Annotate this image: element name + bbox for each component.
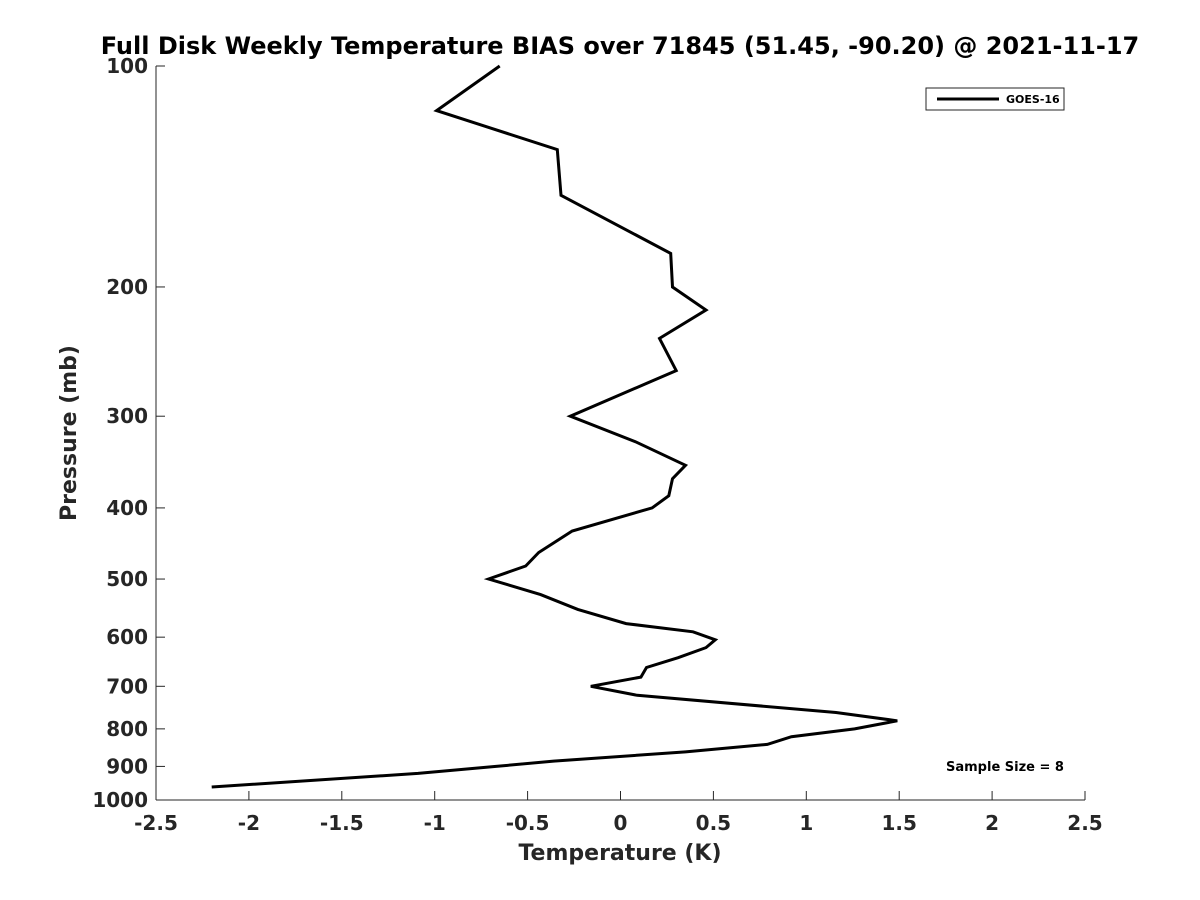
x-tick-label: 0.5 — [696, 811, 731, 835]
y-tick-label: 200 — [106, 275, 148, 299]
x-axis-label: Temperature (K) — [518, 841, 721, 866]
x-tick-label: 1 — [799, 811, 813, 835]
series-line-goes-16 — [211, 64, 898, 789]
y-tick-label: 100 — [106, 54, 148, 78]
y-tick-label: 700 — [106, 674, 148, 698]
x-tick-label: -1.5 — [320, 811, 364, 835]
x-axis-ticks: -2.5 -2 -1.5 -1 -0.5 0 0.5 1 1.5 2 2.5 — [134, 791, 1103, 835]
sample-size-annotation: Sample Size = 8 — [946, 760, 1064, 775]
y-tick-label: 400 — [106, 496, 148, 520]
y-tick-label: 900 — [106, 754, 148, 778]
y-tick-label: 600 — [106, 625, 148, 649]
x-tick-label: -2 — [238, 811, 260, 835]
chart-title: Full Disk Weekly Temperature BIAS over 7… — [101, 32, 1140, 60]
x-tick-label: -2.5 — [134, 811, 178, 835]
legend: GOES-16 — [925, 87, 1065, 111]
x-tick-label: 1.5 — [881, 811, 916, 835]
y-tick-label: 300 — [106, 404, 148, 428]
y-tick-label: 800 — [106, 717, 148, 741]
y-axis-ticks: 100 200 300 400 500 600 700 800 900 1000 — [92, 54, 165, 812]
x-tick-label: 2.5 — [1067, 811, 1102, 835]
legend-label-goes-16: GOES-16 — [1006, 93, 1060, 106]
x-tick-label: 0 — [614, 811, 628, 835]
y-tick-label: 1000 — [92, 788, 148, 812]
plot-area: -2.5 -2 -1.5 -1 -0.5 0 0.5 1 1.5 2 2.5 100 200 300 40… — [92, 54, 1102, 835]
x-tick-label: -0.5 — [506, 811, 550, 835]
x-tick-label: -1 — [424, 811, 446, 835]
y-axis-label: Pressure (mb) — [57, 345, 82, 521]
y-tick-label: 500 — [106, 567, 148, 591]
series-layer — [211, 64, 898, 789]
x-tick-label: 2 — [985, 811, 999, 835]
